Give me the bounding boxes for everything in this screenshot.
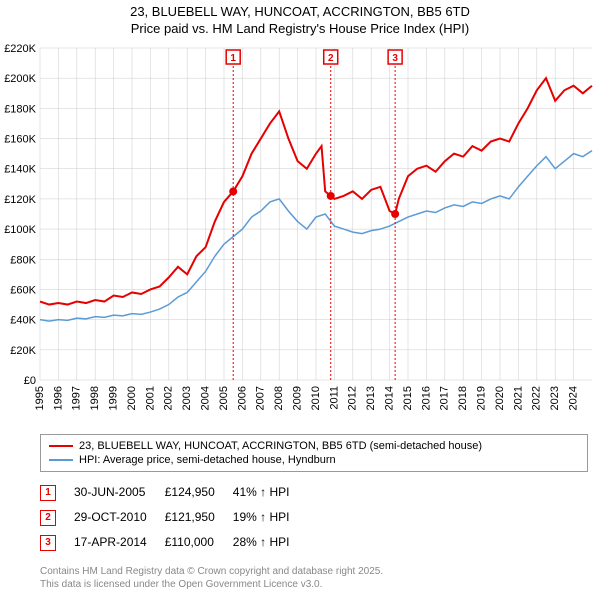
svg-text:2: 2 — [328, 53, 334, 64]
sale-date: 29-OCT-2010 — [74, 505, 165, 530]
svg-text:£80K: £80K — [10, 254, 36, 266]
svg-text:2005: 2005 — [218, 386, 230, 410]
svg-text:2015: 2015 — [402, 386, 414, 410]
svg-text:2003: 2003 — [181, 386, 193, 410]
svg-text:1999: 1999 — [108, 386, 120, 410]
chart-svg: £0 £20K £40K £60K £80K £100K £120K £140K £160K £1… — [0, 40, 600, 430]
svg-text:2007: 2007 — [255, 386, 267, 410]
svg-text:2011: 2011 — [328, 386, 340, 410]
svg-text:2019: 2019 — [476, 386, 488, 410]
svg-text:2020: 2020 — [494, 386, 506, 410]
svg-text:2017: 2017 — [439, 386, 451, 410]
svg-text:£0: £0 — [24, 375, 36, 387]
legend-row-property: 23, BLUEBELL WAY, HUNCOAT, ACCRINGTON, B… — [49, 439, 579, 453]
footer-line-2: This data is licensed under the Open Gov… — [40, 578, 588, 591]
table-row: 3 17-APR-2014 £110,000 28% ↑ HPI — [40, 530, 307, 555]
svg-text:£160K: £160K — [4, 133, 36, 145]
svg-text:2000: 2000 — [126, 386, 138, 410]
svg-text:2001: 2001 — [144, 386, 156, 410]
svg-text:2002: 2002 — [163, 386, 175, 410]
chart: £0 £20K £40K £60K £80K £100K £120K £140K £160K £1… — [0, 40, 600, 430]
title-line-2: Price paid vs. HM Land Registry's House … — [0, 21, 600, 38]
table-row: 2 29-OCT-2010 £121,950 19% ↑ HPI — [40, 505, 307, 530]
svg-text:2013: 2013 — [365, 386, 377, 410]
svg-text:£140K: £140K — [4, 164, 36, 176]
svg-text:3: 3 — [392, 53, 398, 64]
sale-price: £110,000 — [165, 530, 233, 555]
svg-text:2018: 2018 — [457, 386, 469, 410]
svg-text:2014: 2014 — [384, 386, 396, 410]
page-root: 23, BLUEBELL WAY, HUNCOAT, ACCRINGTON, B… — [0, 0, 600, 599]
svg-text:2022: 2022 — [531, 386, 543, 410]
svg-text:2004: 2004 — [200, 386, 212, 410]
sale-date: 17-APR-2014 — [74, 530, 165, 555]
svg-text:2024: 2024 — [568, 386, 580, 410]
legend-row-hpi: HPI: Average price, semi-detached house,… — [49, 453, 579, 467]
sale-date: 30-JUN-2005 — [74, 480, 165, 505]
svg-text:£60K: £60K — [10, 284, 36, 296]
sale-price: £121,950 — [165, 505, 233, 530]
svg-text:2023: 2023 — [549, 386, 561, 410]
svg-text:1997: 1997 — [71, 386, 83, 410]
svg-text:1996: 1996 — [52, 386, 64, 410]
svg-text:£20K: £20K — [10, 345, 36, 357]
svg-text:£120K: £120K — [4, 194, 36, 206]
svg-text:£180K: £180K — [4, 103, 36, 115]
svg-text:1998: 1998 — [89, 386, 101, 410]
footer-line-1: Contains HM Land Registry data © Crown c… — [40, 565, 588, 578]
sale-marker-2: 2 — [40, 510, 56, 526]
footer: Contains HM Land Registry data © Crown c… — [40, 565, 588, 599]
title-block: 23, BLUEBELL WAY, HUNCOAT, ACCRINGTON, B… — [0, 0, 600, 40]
svg-text:1: 1 — [230, 53, 236, 64]
legend-label: HPI: Average price, semi-detached house,… — [79, 454, 336, 466]
svg-text:2006: 2006 — [236, 386, 248, 410]
svg-text:£220K: £220K — [4, 43, 36, 55]
svg-text:2010: 2010 — [310, 386, 322, 410]
svg-text:2012: 2012 — [347, 386, 359, 410]
sale-delta: 19% ↑ HPI — [233, 505, 308, 530]
svg-text:£40K: £40K — [10, 314, 36, 326]
svg-text:1995: 1995 — [34, 386, 46, 410]
svg-text:2009: 2009 — [292, 386, 304, 410]
legend-swatch-blue — [49, 459, 73, 461]
sale-marker-3: 3 — [40, 535, 56, 551]
sales-table: 1 30-JUN-2005 £124,950 41% ↑ HPI 2 29-OC… — [40, 480, 307, 555]
svg-text:2008: 2008 — [273, 386, 285, 410]
table-row: 1 30-JUN-2005 £124,950 41% ↑ HPI — [40, 480, 307, 505]
sale-delta: 28% ↑ HPI — [233, 530, 308, 555]
sale-marker-1: 1 — [40, 485, 56, 501]
title-line-1: 23, BLUEBELL WAY, HUNCOAT, ACCRINGTON, B… — [0, 4, 600, 21]
svg-text:2021: 2021 — [512, 386, 524, 410]
svg-text:£100K: £100K — [4, 224, 36, 236]
svg-text:£200K: £200K — [4, 73, 36, 85]
legend: 23, BLUEBELL WAY, HUNCOAT, ACCRINGTON, B… — [40, 434, 588, 472]
sale-delta: 41% ↑ HPI — [233, 480, 308, 505]
legend-label: 23, BLUEBELL WAY, HUNCOAT, ACCRINGTON, B… — [79, 440, 482, 452]
legend-swatch-red — [49, 445, 73, 447]
sale-price: £124,950 — [165, 480, 233, 505]
svg-text:2016: 2016 — [420, 386, 432, 410]
